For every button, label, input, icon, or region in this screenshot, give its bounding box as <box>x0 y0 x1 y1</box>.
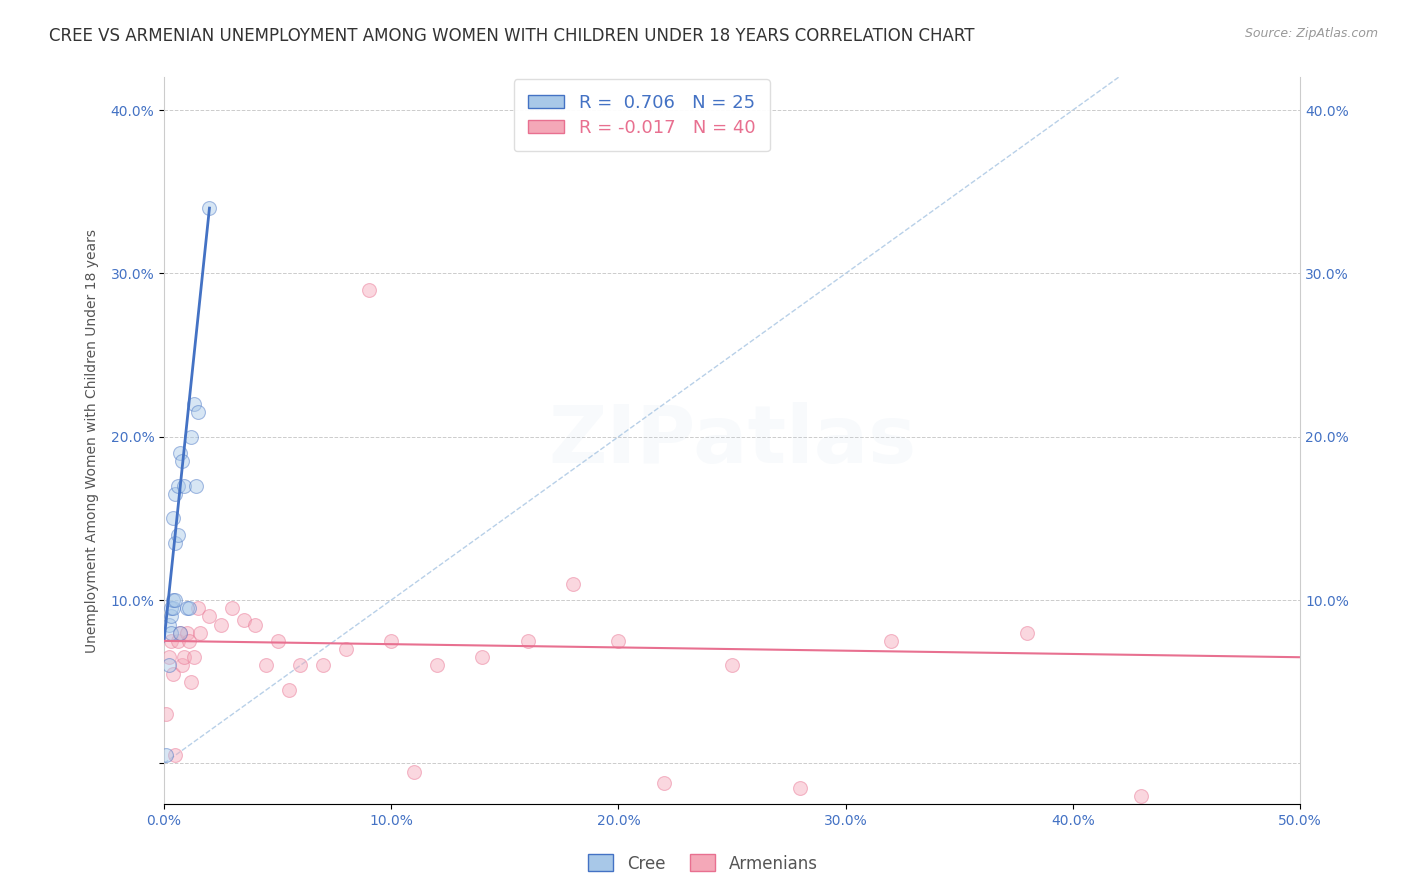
Point <box>162 593 184 607</box>
Point <box>789 780 811 795</box>
Point <box>721 658 744 673</box>
Point <box>187 601 209 615</box>
Point <box>169 446 191 460</box>
Point <box>266 633 288 648</box>
Text: ZIPatlas: ZIPatlas <box>548 401 917 480</box>
Point <box>166 527 188 541</box>
Point <box>335 642 357 657</box>
Point <box>198 201 221 215</box>
Point <box>165 487 187 501</box>
Point <box>180 430 202 444</box>
Point <box>162 666 184 681</box>
Legend: R =  0.706   N = 25, R = -0.017   N = 40: R = 0.706 N = 25, R = -0.017 N = 40 <box>513 79 770 152</box>
Point <box>426 658 449 673</box>
Point <box>157 658 180 673</box>
Point <box>290 658 312 673</box>
Point <box>159 609 181 624</box>
Point <box>209 617 232 632</box>
Point <box>243 617 266 632</box>
Point <box>159 633 181 648</box>
Y-axis label: Unemployment Among Women with Children Under 18 years: Unemployment Among Women with Children U… <box>86 229 100 653</box>
Point <box>357 283 380 297</box>
Point <box>155 707 177 722</box>
Point <box>278 682 301 697</box>
Point <box>232 613 254 627</box>
Point <box>157 617 180 632</box>
Point <box>157 650 180 665</box>
Point <box>198 609 221 624</box>
Point <box>1130 789 1153 803</box>
Point <box>471 650 494 665</box>
Point <box>880 633 903 648</box>
Point <box>183 397 205 411</box>
Point <box>169 625 191 640</box>
Point <box>162 511 184 525</box>
Point <box>173 479 195 493</box>
Point <box>652 776 675 790</box>
Point <box>221 601 243 615</box>
Point <box>180 674 202 689</box>
Point <box>254 658 277 673</box>
Point <box>177 633 200 648</box>
Point <box>190 625 212 640</box>
Point <box>172 454 194 468</box>
Point <box>607 633 630 648</box>
Point <box>165 593 187 607</box>
Legend: Cree, Armenians: Cree, Armenians <box>582 847 824 880</box>
Point <box>155 748 177 763</box>
Text: Source: ZipAtlas.com: Source: ZipAtlas.com <box>1244 27 1378 40</box>
Point <box>184 479 207 493</box>
Point <box>562 576 585 591</box>
Point <box>1017 625 1039 640</box>
Point <box>402 764 425 779</box>
Point <box>166 633 188 648</box>
Point <box>516 633 538 648</box>
Point <box>169 625 191 640</box>
Point <box>176 601 198 615</box>
Point <box>176 625 198 640</box>
Point <box>172 658 194 673</box>
Point <box>173 650 195 665</box>
Point <box>159 625 181 640</box>
Point <box>166 479 188 493</box>
Point <box>159 601 181 615</box>
Point <box>312 658 335 673</box>
Point <box>187 405 209 419</box>
Point <box>165 748 187 763</box>
Text: CREE VS ARMENIAN UNEMPLOYMENT AMONG WOMEN WITH CHILDREN UNDER 18 YEARS CORRELATI: CREE VS ARMENIAN UNEMPLOYMENT AMONG WOME… <box>49 27 974 45</box>
Point <box>380 633 402 648</box>
Point <box>165 536 187 550</box>
Point <box>183 650 205 665</box>
Point <box>162 601 184 615</box>
Point <box>177 601 200 615</box>
